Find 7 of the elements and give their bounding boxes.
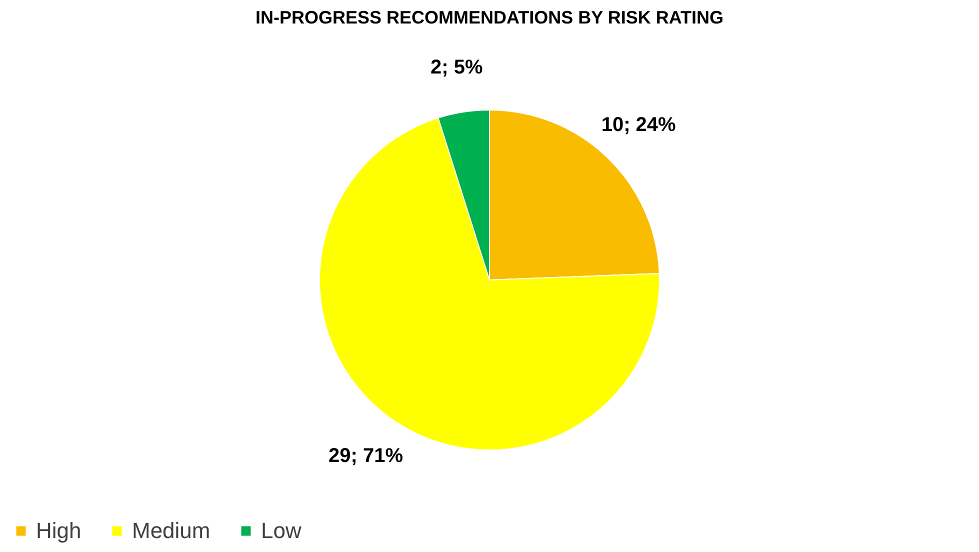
legend-label: Medium: [132, 518, 210, 543]
data-label: 10; 24%: [601, 114, 676, 136]
data-label: 29; 71%: [328, 444, 404, 467]
data-label: 2; 5%: [430, 56, 484, 79]
legend-label: High: [36, 518, 82, 543]
chart-title: IN-PROGRESS RECOMMENDATIONS BY RISK RATING: [255, 8, 724, 28]
legend-label: Low: [261, 518, 302, 543]
